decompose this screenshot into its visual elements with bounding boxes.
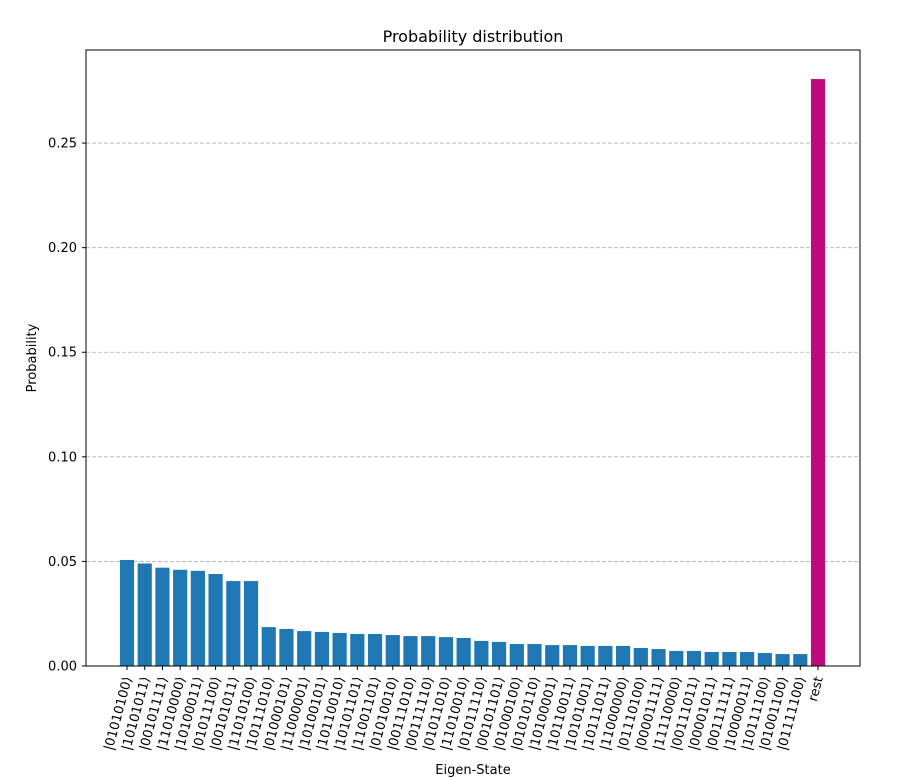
- bar: [651, 649, 666, 666]
- bar: [173, 569, 188, 666]
- bar: [580, 645, 595, 666]
- y-tick-label: 0.15: [48, 346, 77, 361]
- bar: [740, 651, 755, 666]
- bar: [279, 628, 294, 666]
- x-tick-label: rest: [806, 675, 827, 703]
- bar: [190, 570, 205, 666]
- bar: [616, 645, 631, 666]
- bar: [314, 631, 329, 666]
- plot-area: 0.000.050.100.150.200.25|01010100⟩|10101…: [48, 79, 860, 752]
- bar: [509, 644, 524, 666]
- bar: [527, 644, 542, 666]
- bar: [545, 645, 560, 666]
- bar: [793, 654, 808, 666]
- bar: [261, 627, 276, 666]
- bar: [722, 651, 737, 666]
- bar: [704, 651, 719, 666]
- x-axis-label: Eigen-State: [435, 763, 510, 778]
- bar: [757, 653, 772, 666]
- y-tick-label: 0.20: [48, 241, 77, 256]
- bar: [119, 559, 135, 666]
- bar: [686, 650, 702, 666]
- bar: [633, 648, 648, 666]
- bar: [137, 563, 152, 666]
- bar: [226, 581, 241, 666]
- bar: [598, 645, 613, 666]
- bar: [403, 636, 418, 666]
- bar: [208, 573, 223, 666]
- bar: [367, 633, 383, 666]
- chart-title: Probability distribution: [383, 27, 564, 46]
- suptitle: Number of function evaluations: [360, 0, 566, 1]
- bar: [775, 654, 790, 666]
- y-tick-label: 0.25: [48, 137, 77, 152]
- bar: [297, 631, 312, 666]
- bar: [350, 633, 365, 666]
- bar: [385, 635, 400, 666]
- bar: [669, 650, 684, 666]
- bar: [155, 567, 170, 666]
- y-tick-label: 0.10: [48, 450, 77, 465]
- bar: [456, 637, 471, 666]
- bar: [438, 637, 454, 666]
- y-axis-label: Probability: [25, 323, 40, 392]
- bar: [474, 640, 489, 666]
- bar: [810, 79, 826, 667]
- axes-frame: [85, 49, 861, 667]
- bar: [421, 636, 436, 666]
- y-tick-label: 0.00: [48, 660, 77, 675]
- y-tick-label: 0.05: [48, 555, 77, 570]
- bar: [562, 645, 578, 666]
- bar: [332, 632, 347, 666]
- bar: [491, 641, 507, 666]
- bar: [243, 581, 259, 666]
